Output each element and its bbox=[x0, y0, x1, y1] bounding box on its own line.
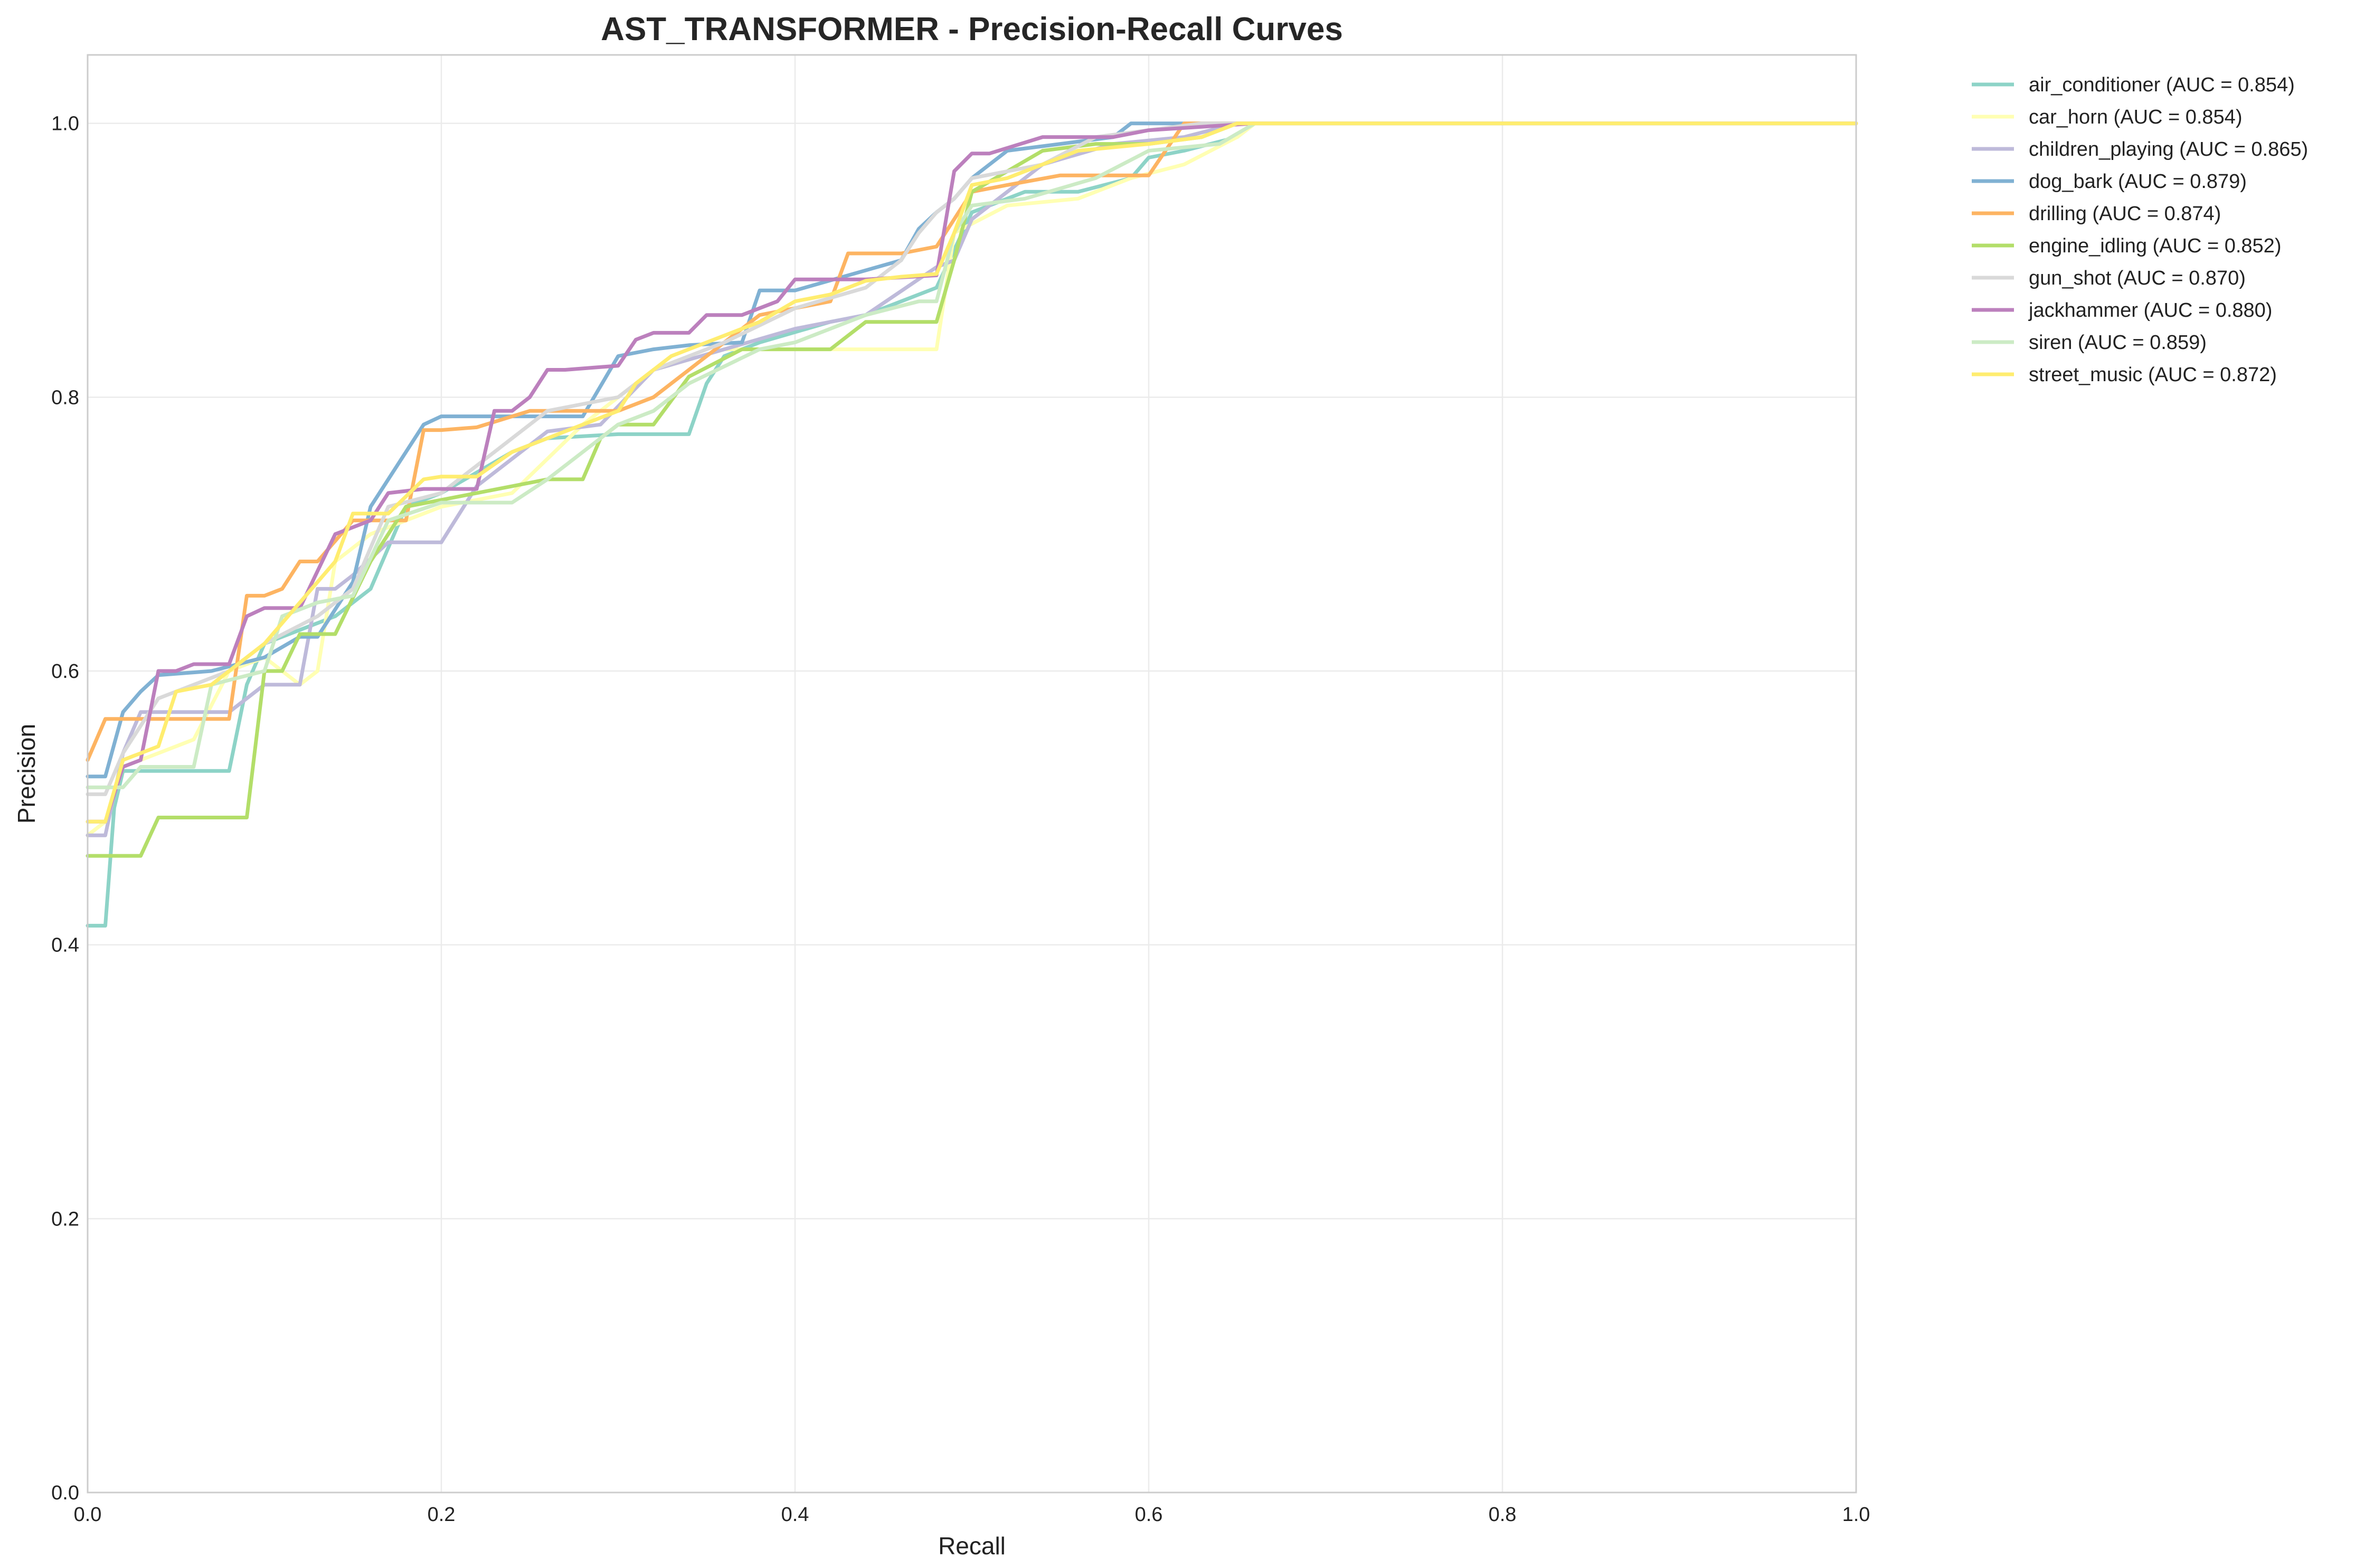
tick-labels: 0.0 0.2 0.4 0.6 0.8 1.0 0.0 0.2 0.4 0.6 0.8 1.0 bbox=[51, 113, 1870, 1526]
x-tick-label: 1.0 bbox=[1842, 1504, 1870, 1526]
series-lines bbox=[86, 121, 1858, 928]
series-line bbox=[86, 121, 1858, 824]
legend-entry-label: children_playing (AUC = 0.865) bbox=[2029, 138, 2308, 160]
legend-entry-label: drilling (AUC = 0.874) bbox=[2029, 203, 2221, 225]
legend-entry-label: siren (AUC = 0.859) bbox=[2029, 332, 2207, 354]
x-tick-label: 0.0 bbox=[74, 1504, 102, 1526]
series-line bbox=[86, 121, 1858, 824]
x-axis-label: Recall bbox=[938, 1532, 1006, 1560]
x-tick-label: 0.4 bbox=[781, 1504, 809, 1526]
legend-entry-label: jackhammer (AUC = 0.880) bbox=[2028, 299, 2272, 322]
y-axis-label: Precision bbox=[13, 724, 40, 824]
legend: air_conditioner (AUC = 0.854) car_horn (A… bbox=[1972, 74, 2308, 386]
legend-entry-label: gun_shot (AUC = 0.870) bbox=[2029, 267, 2246, 289]
legend-entry-label: air_conditioner (AUC = 0.854) bbox=[2029, 74, 2295, 96]
legend-entry-label: car_horn (AUC = 0.854) bbox=[2029, 106, 2242, 128]
x-tick-label: 0.6 bbox=[1135, 1504, 1163, 1526]
legend-entry-label: dog_bark (AUC = 0.879) bbox=[2029, 171, 2247, 193]
y-tick-label: 0.4 bbox=[51, 934, 79, 957]
x-tick-label: 0.2 bbox=[428, 1504, 456, 1526]
series-line bbox=[86, 121, 1858, 779]
y-tick-label: 0.2 bbox=[51, 1208, 79, 1230]
x-tick-label: 0.8 bbox=[1489, 1504, 1517, 1526]
plot-frame bbox=[87, 54, 1857, 1494]
y-tick-label: 0.8 bbox=[51, 386, 79, 409]
y-tick-label: 0.6 bbox=[51, 660, 79, 683]
series-line bbox=[86, 121, 1858, 858]
y-tick-label: 0.0 bbox=[51, 1482, 79, 1504]
chart-title: AST_TRANSFORMER - Precision-Recall Curve… bbox=[601, 11, 1343, 48]
legend-entry-label: street_music (AUC = 0.872) bbox=[2029, 364, 2277, 386]
legend-entry-label: engine_idling (AUC = 0.852) bbox=[2029, 235, 2281, 257]
y-tick-label: 1.0 bbox=[51, 113, 79, 135]
